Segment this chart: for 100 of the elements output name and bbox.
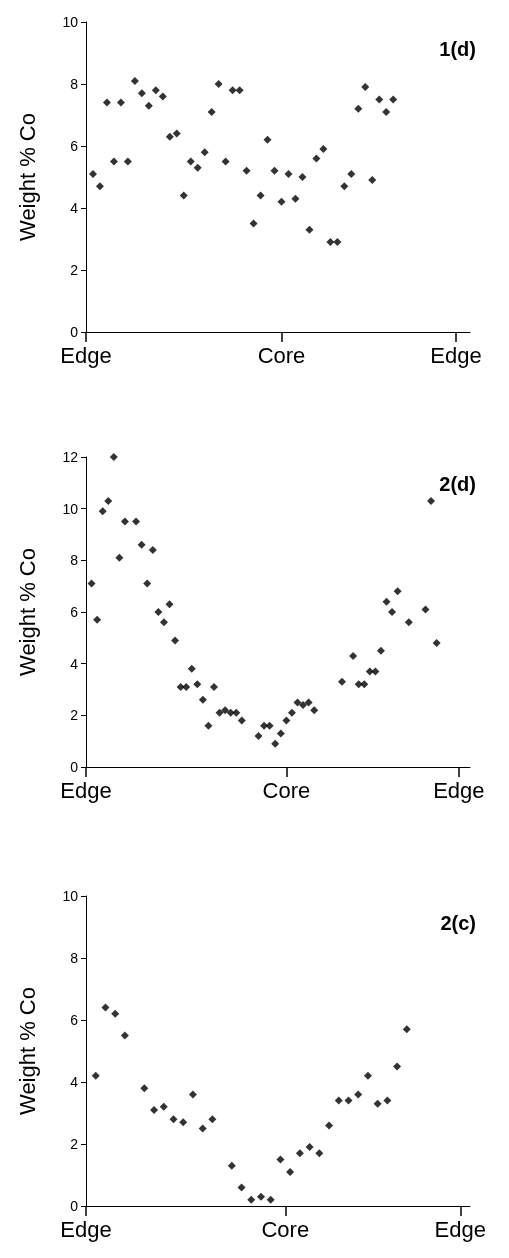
point <box>260 721 269 730</box>
point <box>305 225 314 234</box>
point <box>270 166 279 175</box>
point <box>140 1084 149 1093</box>
x-tick-label: Edge <box>433 777 485 803</box>
y-tick-label: 4 <box>70 1074 79 1090</box>
point <box>188 1090 197 1099</box>
point <box>291 194 300 203</box>
point <box>383 1096 392 1105</box>
point <box>179 191 188 200</box>
point <box>158 92 167 101</box>
y-tick-label: 4 <box>70 655 79 672</box>
point <box>226 708 235 717</box>
y-tick-label: 2 <box>70 262 79 278</box>
point <box>235 86 244 95</box>
point <box>334 1096 343 1105</box>
point <box>200 148 209 157</box>
point <box>88 169 97 178</box>
point <box>98 507 107 516</box>
point <box>232 708 241 717</box>
point <box>208 1115 217 1124</box>
point <box>115 553 124 562</box>
point <box>295 1149 304 1158</box>
point <box>221 157 230 166</box>
point <box>360 680 369 689</box>
point <box>169 1115 178 1124</box>
point <box>187 664 196 673</box>
point <box>242 166 251 175</box>
point <box>376 646 385 655</box>
point <box>150 1105 159 1114</box>
point <box>375 95 384 104</box>
point <box>151 86 160 95</box>
point <box>276 729 285 738</box>
point <box>293 698 302 707</box>
x-tick-label: Edge <box>60 777 112 803</box>
point <box>299 701 308 709</box>
x-tick-label: Core <box>262 777 311 803</box>
point <box>221 706 230 715</box>
y-tick-label: 8 <box>70 552 79 569</box>
y-axis-title: Weight % Co <box>14 113 40 241</box>
point <box>101 1003 110 1012</box>
point <box>249 219 258 228</box>
point <box>104 496 113 505</box>
point <box>382 597 391 606</box>
point <box>93 615 102 624</box>
y-tick-label: 0 <box>70 759 79 775</box>
point <box>120 517 129 526</box>
point <box>109 157 118 166</box>
x-tick-label: Edge <box>434 1216 486 1242</box>
point <box>284 169 293 178</box>
point <box>287 708 296 717</box>
point <box>214 80 223 88</box>
point <box>347 169 356 178</box>
point <box>176 682 185 691</box>
point <box>432 639 441 647</box>
point <box>111 1009 120 1018</box>
point <box>276 1155 285 1164</box>
point <box>165 132 174 141</box>
point <box>198 695 207 704</box>
point <box>87 579 96 588</box>
point <box>154 608 163 616</box>
point <box>266 1195 275 1204</box>
point <box>171 636 180 645</box>
point <box>326 238 335 247</box>
text: 1(d) <box>439 38 477 60</box>
point <box>186 157 195 166</box>
point <box>263 135 272 144</box>
y-tick-label: 12 <box>62 449 79 465</box>
point <box>349 651 358 660</box>
y-tick-label: 6 <box>70 138 79 154</box>
point <box>120 1031 129 1040</box>
point <box>182 682 191 691</box>
point <box>165 600 174 609</box>
x-tick-label: Edge <box>60 342 112 368</box>
point <box>382 107 391 116</box>
y-tick-label: 4 <box>70 200 79 216</box>
y-tick-label: 8 <box>70 950 79 966</box>
point <box>172 129 181 138</box>
point <box>393 587 402 596</box>
point <box>393 1062 402 1071</box>
point <box>193 680 202 689</box>
text: 2(c) <box>440 912 477 934</box>
point <box>373 1099 382 1108</box>
point <box>310 706 319 715</box>
point <box>130 76 139 85</box>
y-tick-label: 8 <box>70 76 79 92</box>
y-tick-label: 6 <box>70 604 79 620</box>
point <box>247 1195 256 1204</box>
point <box>286 1167 295 1176</box>
point <box>256 191 265 200</box>
point <box>207 107 216 116</box>
point <box>354 104 363 113</box>
y-tick-label: 10 <box>62 14 79 30</box>
point <box>344 1096 353 1105</box>
point <box>404 618 413 627</box>
point <box>305 1143 314 1152</box>
text: 2(d) <box>439 473 477 495</box>
point <box>102 98 111 107</box>
point <box>116 98 125 107</box>
point <box>282 716 291 725</box>
